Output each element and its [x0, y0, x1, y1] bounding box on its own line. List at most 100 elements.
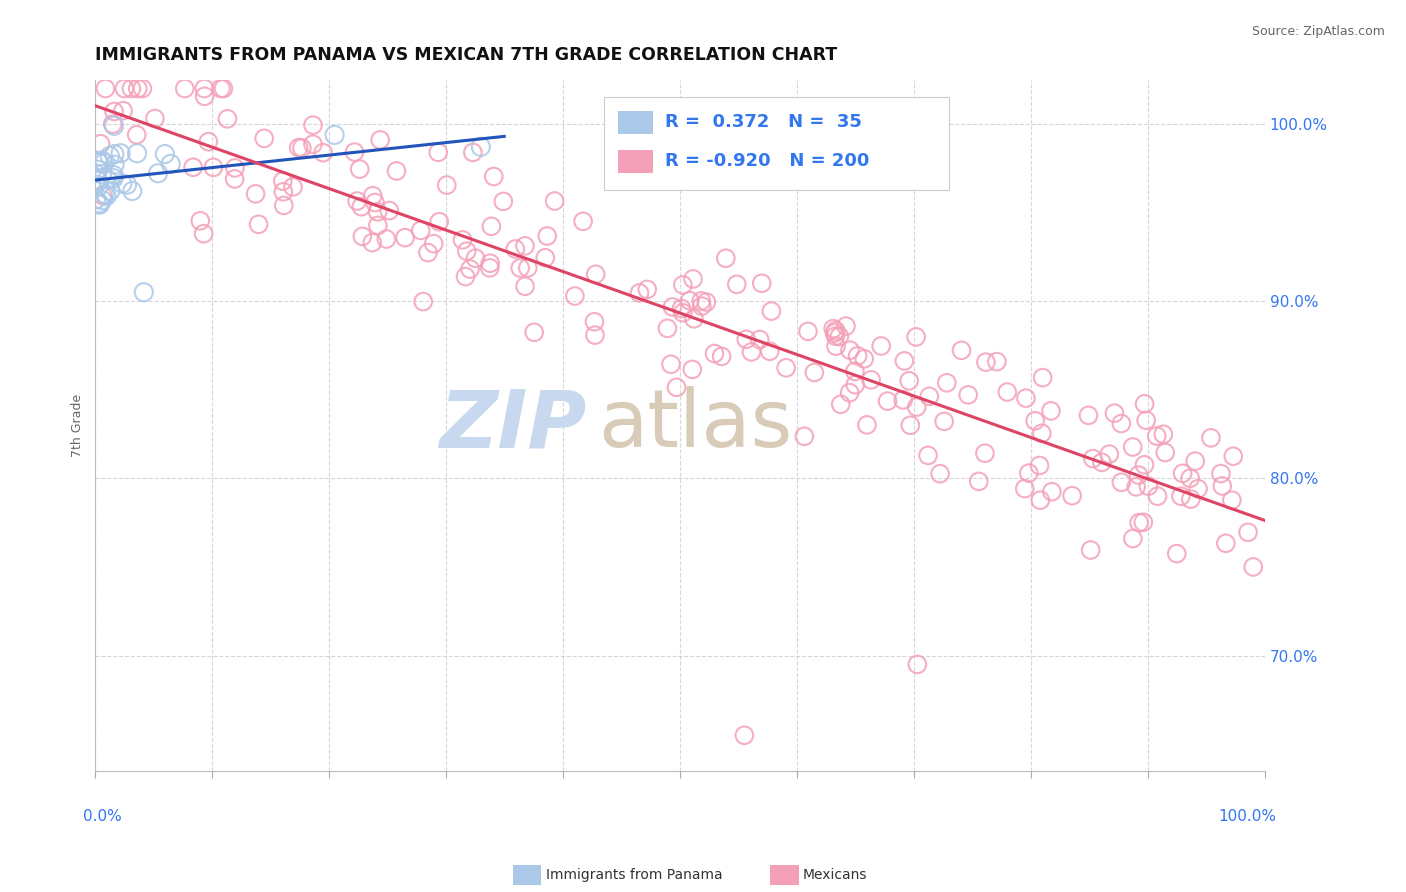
Point	[513, 279, 536, 293]
Point	[479, 256, 502, 270]
Point	[672, 277, 695, 292]
Point	[427, 145, 450, 160]
Point	[1031, 426, 1053, 441]
Point	[681, 362, 703, 376]
Point	[1215, 536, 1237, 550]
Point	[87, 179, 110, 194]
Point	[898, 418, 921, 433]
Point	[375, 232, 398, 246]
Point	[1178, 471, 1201, 485]
Point	[844, 364, 866, 378]
Point	[84, 166, 107, 180]
Point	[740, 345, 762, 359]
Point	[657, 321, 679, 335]
Point	[1111, 417, 1133, 431]
Point	[1137, 479, 1160, 493]
Point	[1187, 482, 1209, 496]
Point	[891, 392, 914, 407]
Point	[378, 203, 401, 218]
Point	[90, 167, 112, 181]
Point	[905, 400, 928, 414]
Point	[793, 429, 815, 443]
Point	[775, 360, 797, 375]
Point	[94, 81, 117, 95]
Point	[422, 236, 444, 251]
Point	[451, 233, 474, 247]
Point	[125, 128, 148, 142]
FancyBboxPatch shape	[617, 150, 652, 173]
Point	[1135, 413, 1157, 427]
Point	[479, 219, 502, 234]
Point	[224, 161, 246, 175]
Point	[748, 333, 770, 347]
Point	[950, 343, 973, 358]
Point	[127, 81, 149, 95]
Point	[247, 217, 270, 231]
Point	[302, 118, 325, 132]
Point	[87, 162, 110, 177]
Point	[564, 289, 586, 303]
Point	[352, 229, 374, 244]
Point	[89, 197, 111, 211]
Point	[181, 161, 204, 175]
Point	[217, 112, 239, 126]
Point	[665, 380, 688, 394]
Point	[273, 198, 295, 212]
Point	[628, 285, 651, 300]
Point	[131, 81, 153, 95]
Point	[1133, 397, 1156, 411]
Point	[797, 324, 820, 338]
Point	[492, 194, 515, 209]
Point	[844, 377, 866, 392]
Point	[583, 328, 606, 343]
Point	[856, 417, 879, 432]
Point	[1040, 484, 1063, 499]
Point	[876, 394, 898, 409]
Point	[536, 229, 558, 244]
Point	[193, 227, 215, 241]
Point	[159, 157, 181, 171]
Point	[838, 385, 860, 400]
Point	[361, 188, 384, 202]
Point	[312, 145, 335, 160]
Point	[505, 242, 527, 256]
Point	[197, 135, 219, 149]
Point	[690, 299, 713, 313]
Point	[583, 315, 606, 329]
Point	[761, 304, 783, 318]
Point	[461, 145, 484, 160]
Point	[121, 184, 143, 198]
Point	[1062, 489, 1084, 503]
Point	[905, 330, 928, 344]
Point	[120, 81, 142, 95]
Point	[1032, 370, 1054, 384]
Point	[967, 475, 990, 489]
Point	[103, 171, 125, 186]
Point	[830, 397, 852, 411]
Point	[905, 657, 928, 672]
Text: R = -0.920   N = 200: R = -0.920 N = 200	[665, 152, 869, 169]
Point	[803, 366, 825, 380]
Point	[409, 223, 432, 237]
Point	[690, 293, 713, 308]
Point	[758, 344, 780, 359]
Point	[1211, 479, 1233, 493]
Point	[281, 180, 304, 194]
Point	[103, 104, 125, 119]
Text: Source: ZipAtlas.com: Source: ZipAtlas.com	[1251, 25, 1385, 38]
Point	[349, 162, 371, 177]
Point	[1122, 440, 1144, 454]
Point	[1125, 480, 1147, 494]
Point	[1184, 454, 1206, 468]
Point	[98, 149, 121, 163]
Point	[733, 728, 755, 742]
Point	[917, 449, 939, 463]
Text: IMMIGRANTS FROM PANAMA VS MEXICAN 7TH GRADE CORRELATION CHART: IMMIGRANTS FROM PANAMA VS MEXICAN 7TH GR…	[94, 46, 837, 64]
Point	[725, 277, 748, 292]
Point	[1111, 475, 1133, 490]
Point	[478, 260, 501, 275]
Point	[1222, 449, 1244, 463]
Point	[1241, 560, 1264, 574]
Point	[695, 295, 717, 310]
Point	[710, 350, 733, 364]
